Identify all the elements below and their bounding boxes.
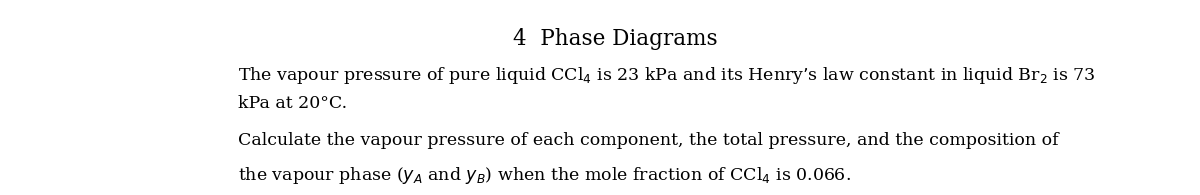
Text: the vapour phase ($y_A$ and $y_B$) when the mole fraction of CCl$_4$ is 0.066.: the vapour phase ($y_A$ and $y_B$) when … [239, 165, 851, 185]
Text: 4  Phase Diagrams: 4 Phase Diagrams [512, 28, 718, 50]
Text: kPa at 20°C.: kPa at 20°C. [239, 96, 348, 113]
Text: Calculate the vapour pressure of each component, the total pressure, and the com: Calculate the vapour pressure of each co… [239, 131, 1058, 149]
Text: The vapour pressure of pure liquid CCl$_4$ is 23 kPa and its Henry’s law constan: The vapour pressure of pure liquid CCl$_… [239, 66, 1096, 86]
